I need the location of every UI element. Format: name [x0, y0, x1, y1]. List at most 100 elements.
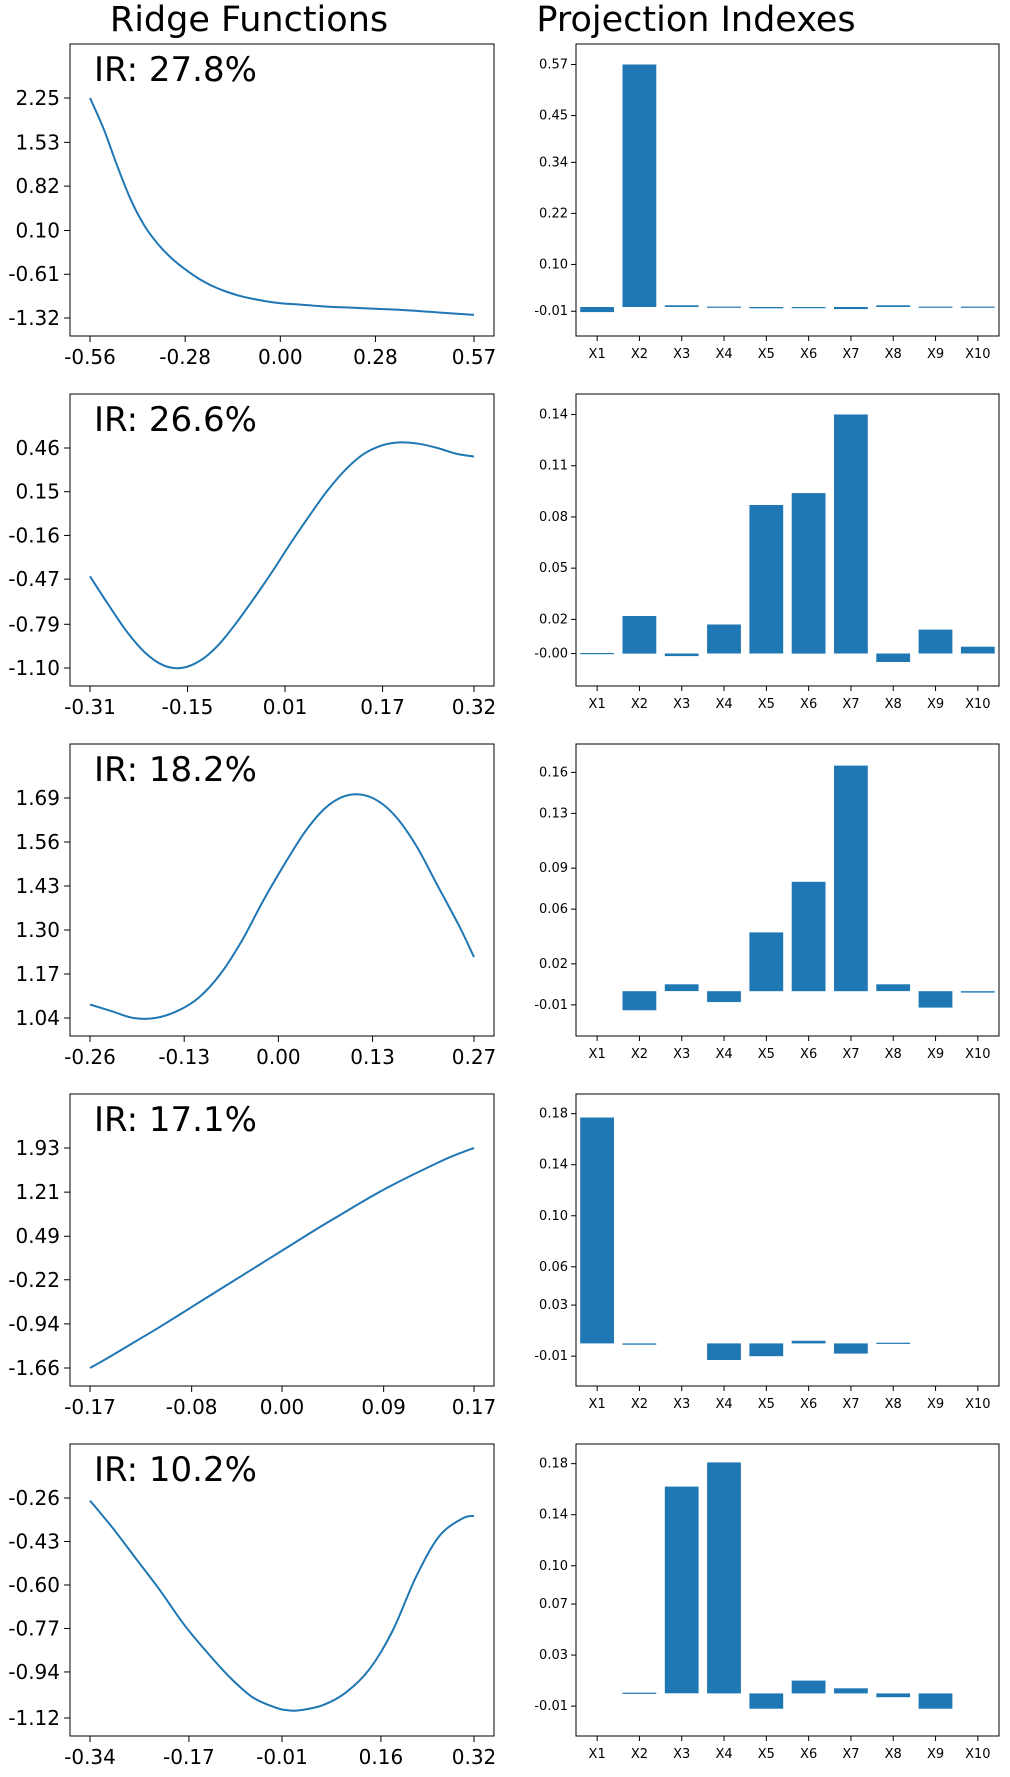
- plot-frame: [69, 393, 495, 687]
- bar-x4: [707, 991, 741, 1003]
- plot-frame: [575, 1443, 1000, 1737]
- bar-x9: [918, 306, 953, 308]
- x-tick-label: X8: [885, 347, 902, 362]
- bar-x6: [791, 493, 826, 654]
- projection-index-panel: 0.18 0.14 0.10 0.07 0.03 -0.01 X1 X2 X3 X4 X5 X6 X7 X…: [534, 1443, 1000, 1762]
- y-tick-label: 0.05: [539, 561, 568, 576]
- bar-x10: [960, 991, 995, 993]
- x-tick-label: -0.31: [64, 695, 116, 719]
- x-tick-label: X9: [927, 697, 944, 712]
- y-tick-label: -0.26: [8, 1486, 60, 1510]
- bar-x6: [791, 1340, 826, 1344]
- x-tick-label: X8: [885, 1747, 902, 1762]
- x-tick-label: -0.26: [64, 1045, 116, 1069]
- ridge-function-line: [89, 793, 475, 1020]
- projection-index-panel: 0.14 0.11 0.08 0.05 0.02 -0.00 X1 X2 X3 X4 X5 X6 X7 X…: [534, 393, 1000, 712]
- y-tick-label: -0.60: [8, 1573, 60, 1597]
- bar-x3: [664, 305, 699, 307]
- y-tick-label: 0.14: [539, 1158, 568, 1173]
- ridge-function-panel: -0.26 -0.43 -0.60 -0.77 -0.94 -1.12-0.34 -0.17…: [8, 1443, 496, 1769]
- x-tick-label: X7: [842, 347, 859, 362]
- y-tick-label: -0.94: [8, 1660, 60, 1684]
- ir-annotation: IR: 27.8%: [94, 50, 257, 90]
- ridge-function-line: [89, 1147, 475, 1369]
- y-tick-label: 0.03: [539, 1298, 568, 1313]
- y-tick-label: 0.10: [539, 1559, 568, 1574]
- x-tick-label: X2: [631, 347, 648, 362]
- ridge-function-panel: 1.69 1.56 1.43 1.30 1.17 1.04-0.26 -0.13 0.00 0.…: [15, 743, 497, 1069]
- y-tick-label: -0.01: [534, 304, 568, 319]
- y-tick-label: -1.10: [8, 656, 60, 680]
- y-tick-label: -0.22: [8, 1268, 60, 1292]
- x-tick-label: 0.32: [452, 695, 497, 719]
- x-tick-label: 0.00: [258, 345, 303, 369]
- x-tick-label: X2: [631, 1397, 648, 1412]
- y-tick-label: 1.04: [15, 1006, 60, 1030]
- ir-annotation: IR: 18.2%: [94, 750, 257, 790]
- y-tick-label: -0.77: [8, 1616, 60, 1640]
- y-tick-label: 1.53: [15, 130, 60, 154]
- x-tick-label: X6: [800, 1047, 817, 1062]
- x-tick-label: X10: [965, 1047, 990, 1062]
- plot-frame: [575, 43, 1000, 337]
- bar-x10: [960, 646, 995, 654]
- y-tick-label: 1.17: [15, 962, 60, 986]
- y-tick-label: 0.22: [539, 206, 568, 221]
- x-tick-label: X5: [758, 1047, 775, 1062]
- bar-x4: [707, 1462, 741, 1694]
- bar-x4: [707, 624, 741, 654]
- y-tick-label: -0.01: [534, 1699, 568, 1714]
- bar-x3: [664, 1486, 699, 1694]
- x-tick-label: 0.27: [452, 1045, 497, 1069]
- x-tick-label: X6: [800, 347, 817, 362]
- bar-x5: [749, 1343, 784, 1357]
- y-tick-label: 1.21: [15, 1180, 60, 1204]
- bar-x8: [876, 984, 911, 992]
- y-tick-label: 0.13: [539, 806, 568, 821]
- bar-x7: [834, 307, 868, 310]
- x-tick-label: 0.16: [359, 1745, 404, 1769]
- bar-x8: [876, 305, 911, 307]
- y-tick-label: 2.25: [15, 86, 60, 110]
- x-tick-label: -0.17: [163, 1745, 215, 1769]
- y-tick-label: -0.43: [8, 1529, 60, 1553]
- y-tick-label: -0.61: [8, 262, 60, 286]
- plot-frame: [69, 43, 495, 337]
- ridge-function-line: [89, 1499, 475, 1712]
- y-tick-label: -1.12: [8, 1706, 60, 1730]
- x-tick-label: -0.01: [256, 1745, 308, 1769]
- x-tick-label: X9: [927, 1047, 944, 1062]
- projection-index-panel: 0.18 0.14 0.10 0.06 0.03 -0.01 X1 X2 X3 X4 X5 X6 X7 X…: [534, 1093, 1000, 1412]
- x-tick-label: X7: [842, 1747, 859, 1762]
- bar-x5: [749, 1693, 784, 1709]
- x-tick-label: 0.28: [353, 345, 398, 369]
- x-tick-label: X1: [589, 347, 606, 362]
- x-tick-label: X10: [965, 347, 990, 362]
- x-tick-label: X5: [758, 1747, 775, 1762]
- ir-annotation: IR: 26.6%: [94, 400, 257, 440]
- y-tick-label: -0.47: [8, 567, 60, 591]
- ir-annotation: IR: 17.1%: [94, 1100, 257, 1140]
- x-tick-label: X10: [965, 697, 990, 712]
- ridge-function-panel: 0.46 0.15 -0.16 -0.47 -0.79 -1.10-0.31 -0.15 0.…: [8, 393, 497, 719]
- bar-x8: [876, 1693, 911, 1698]
- ridge-function-line: [89, 97, 475, 316]
- y-tick-label: 1.43: [15, 874, 60, 898]
- bar-x5: [749, 505, 784, 654]
- x-tick-label: X2: [631, 697, 648, 712]
- ir-annotation: IR: 10.2%: [94, 1450, 257, 1490]
- y-tick-label: 0.11: [539, 459, 568, 474]
- x-tick-label: 0.57: [452, 345, 497, 369]
- x-tick-label: X3: [673, 1747, 690, 1762]
- x-tick-label: X6: [800, 1747, 817, 1762]
- x-tick-label: X1: [589, 697, 606, 712]
- y-tick-label: 0.49: [15, 1224, 60, 1248]
- y-tick-label: 0.10: [539, 1209, 568, 1224]
- y-tick-label: 1.56: [15, 830, 60, 854]
- y-tick-label: -0.94: [8, 1312, 60, 1336]
- bar-x4: [707, 1343, 741, 1360]
- y-tick-label: 0.10: [15, 218, 60, 242]
- bar-x6: [791, 881, 826, 992]
- y-tick-label: 0.06: [539, 1260, 568, 1275]
- bar-x9: [918, 1693, 953, 1709]
